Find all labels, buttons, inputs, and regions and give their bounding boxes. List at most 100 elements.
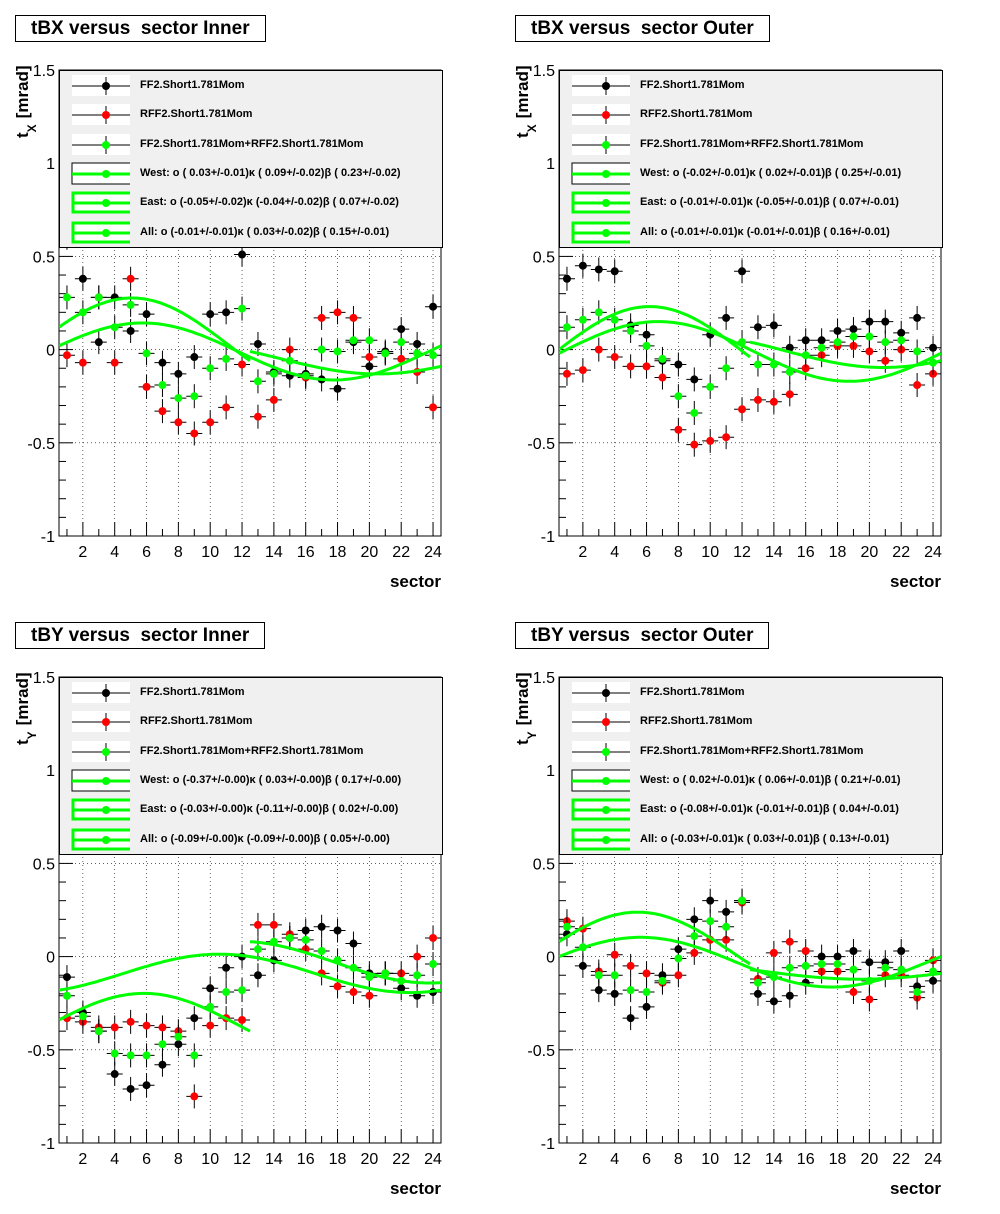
legend-sample [72, 740, 130, 762]
legend-marker [602, 111, 610, 120]
data-point [594, 345, 603, 354]
data-point [142, 1021, 151, 1030]
y-tick-label: 1 [46, 156, 55, 173]
series-1 [559, 888, 941, 1031]
y-tick-label: 1 [46, 763, 55, 780]
data-point [722, 313, 731, 322]
data-point [253, 412, 262, 421]
x-tick-label: 18 [329, 1151, 347, 1168]
legend-entry: East: o (-0.03+/-0.00)κ (-0.11+/-0.00)β … [60, 795, 442, 824]
legend-marker [602, 835, 610, 844]
data-point [317, 345, 326, 354]
chart-title: tBX versus sector Outer [515, 15, 770, 42]
legend-marker [602, 747, 610, 756]
legend-entry: West: o (-0.37+/-0.00)κ ( 0.03+/-0.00)β … [60, 766, 442, 795]
legend-box: FF2.Short1.781Mom RFF2.Short1.781Mom FF2.S… [559, 677, 943, 855]
fit-curve-east [749, 340, 941, 369]
x-tick-label: 6 [642, 544, 651, 561]
x-tick-label: 2 [578, 1151, 587, 1168]
data-point [642, 988, 651, 997]
legend-sample [71, 162, 130, 185]
data-point [206, 1021, 215, 1030]
legend-marker [102, 82, 110, 90]
legend-box: FF2.Short1.781Mom RFF2.Short1.781Mom FF2.S… [59, 677, 443, 855]
legend-box: FF2.Short1.781Mom RFF2.Short1.781Mom FF2.S… [559, 70, 943, 248]
chart-svg: -1-0.500.511.52 4 6 8 10 12 14 16 18 20 22 24sector… [13, 670, 442, 1198]
x-tick-label: 12 [233, 1151, 251, 1168]
data-point [429, 302, 438, 311]
x-tick-label: 4 [110, 1151, 119, 1168]
fit-curves [559, 305, 941, 383]
data-point [94, 338, 103, 347]
data-point [174, 369, 183, 378]
data-point [865, 995, 874, 1004]
legend-sample [72, 104, 130, 126]
y-axis-label-symbol: t [13, 132, 32, 138]
data-point [849, 332, 858, 341]
data-point [301, 935, 310, 944]
data-point [897, 336, 906, 345]
legend-entry: All: o (-0.09+/-0.00)κ (-0.09+/-0.00)β (… [60, 825, 442, 854]
data-point [78, 274, 87, 283]
data-point [333, 347, 342, 356]
legend-entry: FF2.Short1.781Mom+RFF2.Short1.781Mom [60, 737, 442, 766]
x-tick-label: 14 [765, 1151, 783, 1168]
y-axis-label: tY [mrad] [513, 672, 539, 745]
legend-label: East: o (-0.08+/-0.01)κ (-0.01+/-0.01)β … [640, 803, 899, 816]
fit-curve-all [559, 935, 941, 989]
data-point [222, 354, 231, 363]
data-point [190, 1051, 199, 1060]
legend-sample [572, 740, 630, 762]
data-point [610, 989, 619, 998]
y-tick-label: 1 [546, 763, 555, 780]
data-point [110, 358, 119, 367]
data-point [206, 984, 215, 993]
legend-marker [602, 806, 610, 815]
data-point [769, 997, 778, 1006]
x-tick-label: 22 [392, 1151, 410, 1168]
data-point [238, 986, 247, 995]
x-tick-label: 14 [265, 544, 283, 561]
y-tick-label: 1.5 [533, 63, 555, 80]
data-point [562, 369, 571, 378]
data-point [738, 267, 747, 276]
data-point [238, 304, 247, 313]
x-tick-label: 2 [578, 544, 587, 561]
data-point [881, 963, 890, 972]
legend-label: FF2.Short1.781Mom [640, 79, 745, 91]
data-point [365, 991, 374, 1000]
fit-curves [59, 296, 441, 382]
fit-curve-west [559, 910, 751, 966]
data-point [690, 375, 699, 384]
legend-sample [571, 221, 630, 243]
data-point [397, 354, 406, 363]
fit-curve-all [59, 321, 441, 382]
fit-curve-east [249, 940, 441, 985]
data-point [578, 315, 587, 324]
fit-curve-west [59, 296, 251, 363]
legend-sample [571, 162, 630, 185]
grid-lines [559, 677, 941, 1143]
data-point [674, 360, 683, 369]
y-tick-label: -0.5 [527, 1043, 555, 1060]
data-point [142, 310, 151, 319]
data-point [413, 952, 422, 961]
legend-entry: RFF2.Short1.781Mom [560, 100, 942, 129]
legend-entry: East: o (-0.05+/-0.02)κ (-0.04+/-0.02)β … [60, 188, 442, 217]
x-axis-label: sector [890, 572, 941, 591]
x-tick-label: 6 [642, 1151, 651, 1168]
data-point [817, 960, 826, 969]
data-point [706, 382, 715, 391]
x-tick-label: 22 [892, 1151, 910, 1168]
x-tick-label: 16 [797, 1151, 815, 1168]
legend-entry: RFF2.Short1.781Mom [60, 707, 442, 736]
data-point [365, 336, 374, 345]
x-tick-label: 24 [424, 544, 442, 561]
legend-sample [72, 133, 130, 155]
x-tick-label: 8 [674, 1151, 683, 1168]
data-point [690, 948, 699, 957]
y-tick-label: 0.5 [33, 856, 55, 873]
legend-label: RFF2.Short1.781Mom [140, 715, 253, 728]
x-tick-label: 20 [860, 544, 878, 561]
legend-entry: East: o (-0.01+/-0.01)κ (-0.05+/-0.01)β … [560, 188, 942, 217]
